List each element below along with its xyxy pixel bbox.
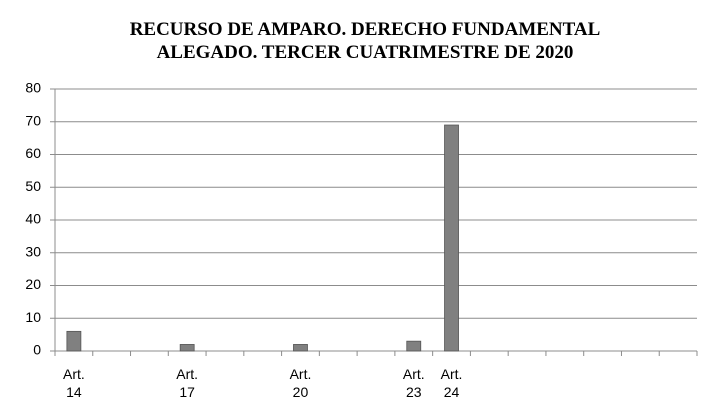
bar: [406, 340, 422, 352]
y-tick-label: 40: [25, 211, 41, 227]
x-tick-label: Art. 23: [402, 366, 425, 400]
y-tick-label: 70: [25, 112, 41, 128]
bar: [66, 330, 82, 352]
y-tick-label: 80: [25, 80, 41, 96]
y-tick-label: 0: [33, 342, 41, 358]
bar: [293, 344, 308, 352]
y-tick-label: 50: [25, 178, 41, 194]
x-tick-label: Art. 24: [440, 366, 463, 400]
x-tick-label: Art. 14: [62, 366, 85, 400]
y-tick-label: 20: [25, 276, 41, 292]
x-tick-label: Art. 20: [289, 366, 312, 400]
bar: [179, 344, 195, 352]
y-tick-label: 10: [25, 309, 41, 325]
y-tick-label: 60: [25, 145, 41, 161]
chart-title: RECURSO DE AMPARO. DERECHO FUNDAMENTAL A…: [129, 19, 601, 63]
y-tick-label: 30: [25, 243, 41, 259]
x-tick-label: Art. 17: [176, 366, 199, 400]
bar: [444, 124, 459, 352]
